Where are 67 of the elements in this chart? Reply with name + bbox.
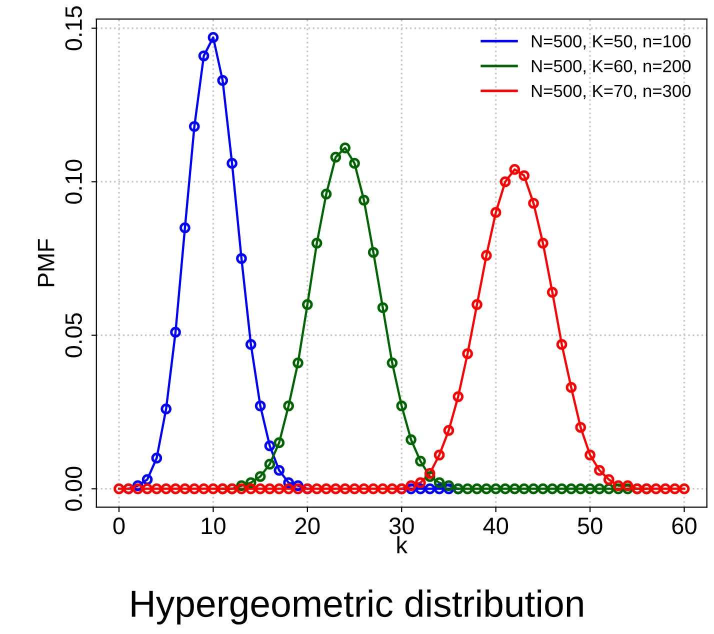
point — [311, 238, 322, 249]
point — [264, 440, 276, 452]
point — [349, 158, 360, 169]
point — [556, 483, 568, 494]
point — [236, 253, 247, 264]
point — [396, 400, 408, 412]
x-tick-label: 10 — [202, 518, 226, 534]
y-tick-label: 0.10 — [65, 160, 82, 204]
point — [528, 483, 539, 494]
point — [208, 32, 219, 43]
point — [538, 483, 548, 494]
point — [546, 483, 558, 494]
point — [217, 75, 228, 86]
point — [424, 483, 436, 494]
point — [160, 404, 172, 414]
text: Hypergeometric distribution — [132, 590, 583, 624]
point — [198, 50, 210, 62]
point — [292, 357, 304, 368]
y-tick-label: 0.05 — [65, 313, 82, 358]
point — [340, 142, 351, 154]
point — [245, 339, 256, 350]
point — [151, 452, 162, 464]
point — [462, 483, 473, 494]
legend-label: N=500, K=50, n=100 — [532, 35, 691, 50]
point — [264, 458, 276, 470]
point — [584, 483, 596, 494]
x-axis-title: k — [397, 536, 408, 554]
point — [594, 483, 605, 494]
point — [434, 477, 445, 488]
x-tick-label: 30 — [389, 518, 414, 534]
point — [358, 194, 370, 206]
point — [490, 483, 502, 494]
x-tick-label: 40 — [483, 518, 508, 534]
legend-label: N=500, K=70, n=300 — [532, 84, 691, 100]
point — [575, 483, 586, 494]
point — [500, 483, 511, 494]
x-tick-label: 0 — [113, 518, 125, 534]
legend-label: N=500, K=60, n=200 — [532, 60, 691, 74]
y-axis-title: PMF — [38, 239, 54, 286]
y-tick-label: 0.00 — [65, 466, 82, 511]
point — [509, 483, 520, 494]
point — [254, 471, 266, 482]
point — [302, 299, 313, 310]
point — [368, 246, 379, 258]
point — [274, 437, 285, 448]
y-tick-label: 0.15 — [65, 6, 82, 50]
point — [377, 302, 388, 314]
point — [283, 400, 294, 412]
x-tick-label: 50 — [578, 518, 602, 534]
x-tick-label: 20 — [295, 518, 320, 534]
point — [330, 152, 342, 163]
point — [480, 483, 492, 494]
point — [320, 188, 332, 200]
point — [415, 456, 426, 467]
point — [180, 222, 190, 234]
point — [188, 121, 200, 132]
point — [274, 464, 285, 476]
x-tick-label: 60 — [672, 518, 696, 534]
point — [386, 357, 398, 368]
point — [566, 483, 577, 494]
point — [518, 483, 530, 494]
point — [226, 158, 238, 169]
point — [406, 434, 416, 446]
point — [443, 480, 454, 492]
point — [170, 326, 181, 338]
point — [254, 400, 266, 412]
point — [472, 483, 482, 494]
